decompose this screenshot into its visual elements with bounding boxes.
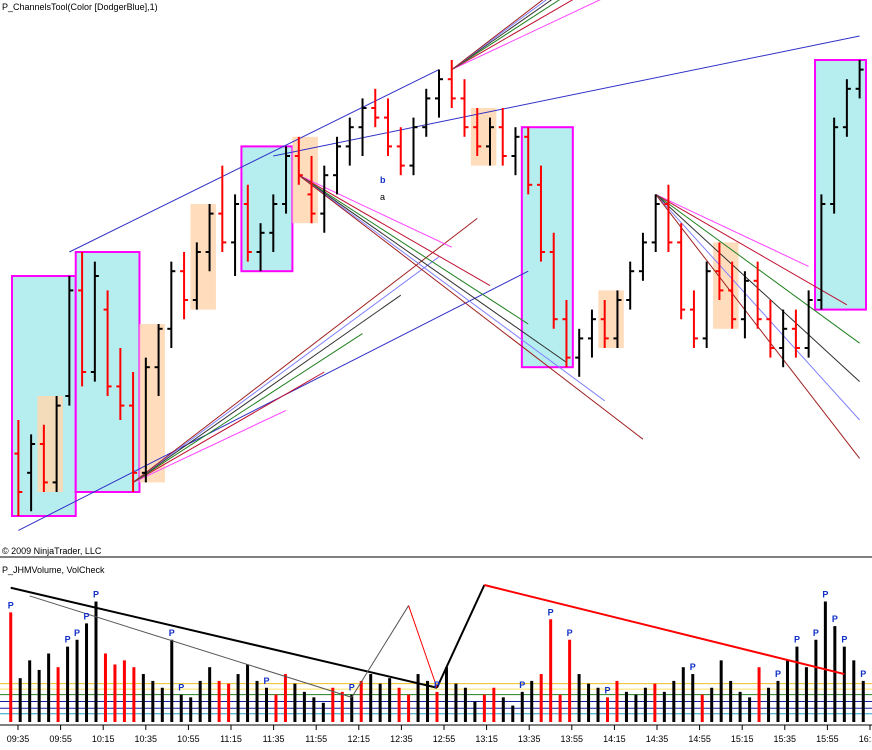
pivot-marker-63: P: [605, 685, 611, 695]
range-box-3: [520, 126, 574, 369]
x-tick-label-19: 15:55: [816, 734, 839, 744]
price-indicator-label: P_ChannelsTool(Color [DodgerBlue],1): [2, 2, 158, 12]
volume-trend-black: [10, 586, 438, 689]
pivot-marker-90: P: [860, 669, 866, 679]
pivot-marker-36: P: [349, 683, 355, 693]
trend-line-8: [132, 218, 478, 483]
x-tick-label-12: 13:35: [518, 734, 541, 744]
x-tick-label-3: 10:35: [135, 734, 158, 744]
volume-bars: [9, 601, 865, 722]
x-tick-label-16: 14:55: [688, 734, 711, 744]
pivot-marker-72: P: [690, 662, 696, 672]
pivot-marker-86: P: [822, 589, 828, 599]
trend-line-15: [451, 0, 601, 71]
marker-b: b: [380, 175, 386, 185]
retrace-box-2: [190, 204, 216, 310]
pivot-marker-57: P: [548, 607, 554, 617]
pivot-marker-6: P: [65, 635, 71, 645]
pivot-marker-81: P: [775, 669, 781, 679]
volume-trend-gray: [29, 595, 352, 698]
pivot-marker-18: P: [178, 683, 184, 693]
marker-a: a: [380, 192, 385, 202]
trend-line-21: [655, 193, 809, 267]
x-tick-label-4: 10:55: [177, 734, 200, 744]
volume-reference-lines: [0, 683, 872, 715]
trend-line-13: [298, 174, 605, 402]
ohlc-bars: [14, 60, 864, 516]
pivot-marker-17: P: [169, 628, 175, 638]
volume-trend-black-up: [436, 584, 486, 689]
x-tick-label-6: 11:35: [263, 734, 285, 744]
trend-line-6: [132, 294, 402, 483]
x-tick-label-20: 16:15: [859, 734, 872, 744]
pivot-marker-0: P: [8, 600, 14, 610]
volume-indicator-label: P_JHMVolume, VolCheck: [2, 565, 105, 575]
pivot-marker-83: P: [794, 635, 800, 645]
pivot-marker-8: P: [84, 611, 90, 621]
retrace-box-1: [139, 324, 165, 483]
range-boxes: [11, 59, 868, 517]
x-tick-label-7: 11:55: [305, 734, 327, 744]
trend-line-10: [298, 174, 491, 287]
x-tick-label-18: 15:35: [774, 734, 797, 744]
trend-line-11: [298, 174, 529, 325]
range-box-4: [814, 59, 868, 311]
pivot-marker-45: P: [434, 680, 440, 690]
x-tick-label-2: 10:15: [92, 734, 115, 744]
trend-line-0: [18, 270, 529, 531]
trend-line-20: [451, 0, 544, 70]
x-tick-label-14: 14:15: [603, 734, 626, 744]
trend-line-16: [451, 0, 574, 71]
pivot-marker-54: P: [519, 680, 525, 690]
x-tick-label-5: 11:15: [220, 734, 242, 744]
trend-line-12: [298, 174, 567, 363]
price-panel: P_ChannelsTool(Color [DodgerBlue],1) © 2…: [2, 0, 868, 556]
volume-trend-gray-up: [351, 605, 410, 698]
pivot-marker-59: P: [567, 628, 573, 638]
pivot-marker-7: P: [74, 628, 80, 638]
pivot-marker-27: P: [263, 676, 269, 686]
trend-line-18: [451, 0, 553, 71]
x-axis: 09:35 09:55 10:15 10:35 10:55 11:15 11:35 11:55…: [7, 725, 872, 744]
pivot-marker-85: P: [813, 628, 819, 638]
volume-trend-lines: [10, 584, 845, 698]
trend-line-19: [451, 0, 547, 71]
trend-line-5: [132, 333, 363, 483]
trend-line-7: [132, 256, 440, 483]
x-tick-label-0: 09:35: [7, 734, 30, 744]
x-tick-label-11: 13:15: [475, 734, 498, 744]
x-tick-label-17: 15:15: [731, 734, 754, 744]
pivot-marker-87: P: [832, 614, 838, 624]
x-tick-label-8: 12:15: [348, 734, 371, 744]
volume-trend-red: [484, 584, 845, 676]
trend-line-14: [298, 174, 644, 440]
trend-line-1: [69, 69, 440, 253]
trend-line-22: [655, 193, 848, 306]
x-tick-label-10: 12:55: [433, 734, 456, 744]
range-box-2: [240, 145, 294, 273]
x-tick-label-15: 14:35: [646, 734, 669, 744]
retrace-box-4: [470, 108, 497, 166]
x-tick-label-9: 12:35: [390, 734, 413, 744]
pivot-marker-9: P: [93, 589, 99, 599]
volume-trend-red-short: [408, 605, 438, 688]
pivot-marker-88: P: [841, 635, 847, 645]
trend-line-3: [132, 409, 287, 483]
trend-line-4: [132, 371, 325, 483]
trend-line-2: [273, 35, 860, 157]
trend-line-17: [451, 0, 560, 71]
x-tick-label-1: 09:55: [49, 734, 72, 744]
copyright-label: © 2009 NinjaTrader, LLC: [2, 546, 102, 556]
x-tick-label-13: 13:55: [561, 734, 584, 744]
trend-line-9: [298, 174, 452, 248]
